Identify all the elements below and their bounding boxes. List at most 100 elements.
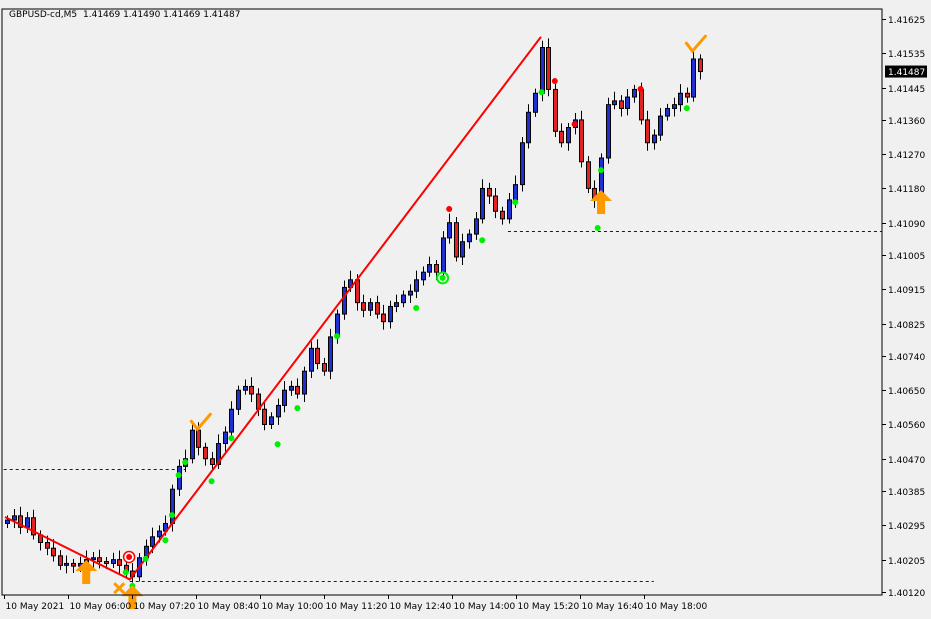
candle	[289, 380, 294, 396]
candle-body-bear	[262, 408, 267, 425]
candle-body-bull	[658, 115, 663, 136]
trendline[interactable]	[4, 36, 542, 581]
y-tick-label: 1.41535	[888, 50, 925, 60]
candle-body-bull	[243, 385, 248, 391]
candle-body-bull	[150, 536, 155, 547]
candle	[507, 192, 512, 224]
candle-body-bull	[394, 302, 399, 307]
candle	[190, 424, 195, 464]
candle-body-bull	[91, 557, 96, 561]
candle-body-bull	[282, 389, 287, 406]
candle	[295, 378, 300, 399]
candle-body-bear	[71, 562, 76, 567]
candle-body-bull	[460, 241, 465, 258]
y-tick-label: 1.41005	[888, 252, 925, 262]
x-tick-label: 10 May 06:00	[70, 602, 132, 612]
candle-body-bull	[606, 104, 611, 159]
candle	[606, 97, 611, 164]
price-axis[interactable]: 1.41625 1.41535 1.41445 1.41360 1.41270 1.411…	[882, 16, 925, 599]
candle-body-bull	[216, 443, 221, 465]
candle-body-bull	[691, 58, 696, 98]
y-tick-label: 1.41360	[888, 117, 925, 127]
candle-body-bull	[612, 100, 617, 106]
y-tick-label: 1.41090	[888, 220, 925, 230]
candle-body-bull	[236, 389, 241, 410]
candle	[533, 88, 538, 117]
candle-body-bear	[487, 187, 492, 197]
candle-body-bull	[111, 559, 116, 564]
candle-body-bull	[665, 107, 670, 117]
candle-body-bull	[276, 404, 281, 418]
candle-body-bear	[553, 88, 558, 132]
green-signal-dot	[162, 537, 169, 544]
candle	[302, 366, 307, 403]
candle-body-bear	[18, 515, 23, 528]
candle	[520, 137, 525, 192]
candle-body-bear	[196, 429, 201, 448]
green-signal-dot	[683, 105, 690, 112]
green-signal-dot	[122, 569, 129, 576]
green-target-icon	[436, 271, 450, 285]
time-axis[interactable]: 10 May 2021 10 May 06:00 10 May 07:20 10 Ma…	[4, 595, 708, 612]
candle	[236, 385, 241, 415]
level-lines	[3, 231, 882, 582]
candle-body-bull	[480, 187, 485, 220]
candle	[421, 266, 426, 286]
candle-body-bear	[639, 88, 644, 121]
candle	[493, 188, 498, 219]
candle-body-bear	[51, 547, 56, 557]
candle	[500, 206, 505, 225]
candle-body-bull	[368, 302, 373, 311]
candle	[276, 398, 281, 425]
x-tick-label: 10 May 10:00	[262, 602, 324, 612]
green-signal-dot	[208, 478, 215, 485]
x-tick-label: 10 May 16:40	[582, 602, 644, 612]
candle	[408, 284, 413, 304]
candle	[342, 280, 347, 320]
candle	[394, 294, 399, 313]
candle	[698, 54, 703, 80]
candle-body-bull	[269, 416, 274, 425]
trendline-path[interactable]	[4, 36, 542, 581]
candle	[51, 539, 56, 562]
candle	[586, 156, 591, 193]
candle-body-bear	[685, 92, 690, 98]
candle-body-bull	[5, 519, 10, 524]
candle-body-bull	[342, 286, 347, 315]
candle-body-bear	[546, 47, 551, 90]
candle-body-bull	[526, 111, 531, 144]
candle-body-bull	[520, 142, 525, 186]
red-signal-dot	[446, 205, 453, 212]
candle	[678, 84, 683, 112]
candle-body-bull	[467, 233, 472, 243]
x-tick-label: 10 May 07:20	[134, 602, 196, 612]
candle-body-bear	[645, 119, 650, 144]
candle-body-bear	[586, 161, 591, 189]
candle	[381, 304, 386, 330]
candle-body-bull	[672, 104, 677, 109]
candle-body-bear	[493, 195, 498, 212]
cross-icon	[113, 582, 126, 595]
green-signal-dot	[479, 237, 486, 244]
checkmark-icon	[189, 412, 212, 432]
green-signal-dot	[334, 333, 340, 340]
candle	[447, 213, 452, 244]
candle	[632, 84, 637, 103]
green-target-center	[439, 274, 446, 281]
candle	[553, 83, 558, 138]
y-tick-label: 1.41270	[888, 151, 925, 161]
candle	[64, 555, 69, 574]
candle-body-bear	[31, 517, 36, 536]
candle-body-bear	[322, 363, 327, 372]
green-signal-dot	[228, 435, 235, 442]
candle-body-bear	[249, 385, 254, 395]
checkmark-icon	[684, 34, 707, 54]
green-signal-dot	[413, 304, 420, 311]
candle	[414, 270, 419, 299]
candle	[652, 129, 657, 150]
green-signal-dot	[274, 441, 281, 448]
candle	[467, 229, 472, 249]
candle	[625, 89, 630, 116]
